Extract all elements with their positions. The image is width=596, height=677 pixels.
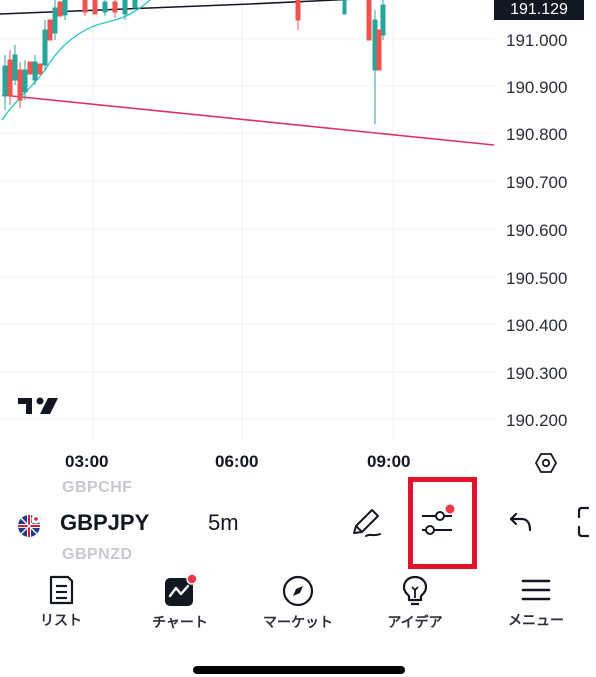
undo-icon[interactable] [508,510,534,536]
price-axis-label: 190.800 [506,125,568,144]
price-axis-label: 190.400 [506,316,568,335]
time-axis-label: 03:00 [65,452,109,471]
current-price-label: 191.129 [494,0,584,20]
chart-settings-icon[interactable] [534,451,558,475]
nav-label: マーケット [263,614,333,630]
menu-icon [521,579,551,601]
next-symbol-label[interactable]: GBPNZD [62,546,133,563]
chart-icon [165,574,198,606]
nav-label: アイデア [387,614,443,630]
price-axis-label: 190.500 [506,269,568,288]
nav-item-market[interactable]: マーケット [248,570,348,632]
price-axis-label: 190.900 [506,78,568,97]
tradingview-logo-icon [18,397,58,414]
prev-symbol-label[interactable]: GBPCHF [62,479,133,496]
price-axis-label: 190.600 [506,221,568,240]
home-indicator [193,666,405,674]
nav-label: リスト [40,612,82,628]
fullscreen-icon[interactable] [576,504,596,540]
price-axis-label: 190.700 [506,173,568,192]
indicators-icon[interactable] [418,502,462,542]
compass-icon [282,575,314,607]
price-axis-label: 190.200 [506,411,568,430]
price-axis-label: 191.000 [506,31,568,50]
lightbulb-icon [402,575,428,606]
notification-dot [445,504,455,514]
nav-item-menu[interactable]: メニュー [486,570,586,630]
nav-label: メニュー [508,612,564,628]
interval-selector[interactable]: 5m [208,510,239,535]
time-axis-label: 09:00 [367,452,411,471]
highlight-box [408,477,477,569]
nav-item-list[interactable]: リスト [11,570,111,630]
price-axis-label: 190.300 [506,364,568,383]
nav-item-ideas[interactable]: アイデア [365,570,465,632]
list-icon [49,575,74,605]
time-axis-label: 06:00 [215,452,259,471]
nav-item-chart[interactable]: チャート [130,570,230,632]
nav-label: チャート [152,614,208,630]
bottom-navigation: リスト チャート マーケット アイデア メニュー [0,570,596,640]
candles [2,0,386,124]
price-chart[interactable] [0,0,596,480]
gbp-jpy-flag-icon [18,514,41,537]
drawing-tool-icon[interactable] [348,505,384,541]
symbol-name[interactable]: GBPJPY [60,510,150,535]
